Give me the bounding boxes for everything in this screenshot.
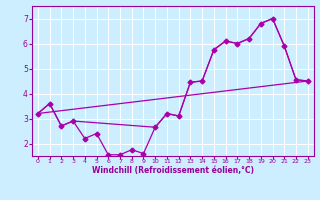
- X-axis label: Windchill (Refroidissement éolien,°C): Windchill (Refroidissement éolien,°C): [92, 166, 254, 175]
